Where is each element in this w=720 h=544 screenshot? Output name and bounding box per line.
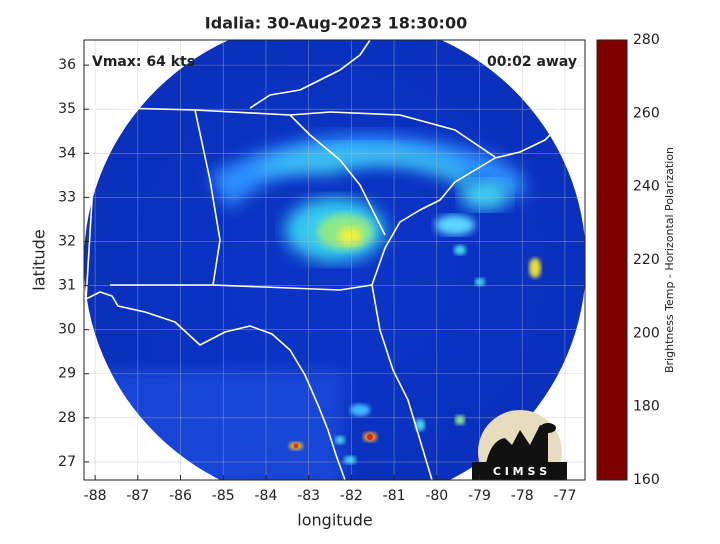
x-tick-label: -87 (126, 488, 149, 504)
x-tick-label: -78 (511, 488, 534, 504)
colorbar (596, 39, 628, 481)
x-tick-label: -84 (255, 488, 278, 504)
x-tick-label: -82 (340, 488, 363, 504)
x-axis-label: longitude (297, 511, 372, 530)
state-border (194, 109, 221, 286)
x-tick-label: -83 (297, 488, 320, 504)
x-tick-label: -81 (383, 488, 406, 504)
colorbar-tick-label: 160 (633, 472, 660, 488)
y-tick-label: 27 (58, 454, 76, 470)
annotation: Vmax: 64 kts (92, 54, 195, 70)
coastline (554, 40, 561, 126)
image (84, 40, 585, 480)
chart-title: Idalia: 30-Aug-2023 18:30:00 (205, 14, 467, 33)
y-tick-label: 31 (58, 278, 76, 294)
state-border (85, 106, 96, 301)
colorbar-tick-label: 200 (633, 325, 660, 341)
x-tick-label: -85 (212, 488, 235, 504)
y-tick-label: 35 (58, 101, 76, 117)
y-axis-label: latitude (30, 229, 49, 290)
annotation: 00:02 away (487, 54, 577, 70)
colorbar-tick-label: 260 (633, 105, 660, 121)
y-tick-label: 33 (58, 189, 76, 205)
state-border (289, 114, 386, 236)
logo (472, 410, 567, 480)
y-tick-label: 36 (58, 57, 76, 73)
y-tick-label: 34 (58, 145, 76, 161)
x-tick-label: -88 (84, 488, 107, 504)
colorbar-label: Brightness Temp - Horizontal Polarizatio… (663, 147, 676, 373)
state-border (249, 40, 371, 109)
plot-frame (83, 39, 586, 481)
state-border (110, 284, 373, 291)
y-tick-label: 30 (58, 322, 76, 338)
colorbar-tick-label: 220 (633, 252, 660, 268)
y-tick-label: 29 (58, 366, 76, 382)
y-tick-label: 32 (58, 233, 76, 249)
colorbar-tick-label: 280 (633, 32, 660, 48)
x-tick-label: -86 (169, 488, 192, 504)
x-tick-label: -79 (468, 488, 491, 504)
x-tick-label: -80 (425, 488, 448, 504)
coastline (371, 124, 561, 480)
logo-text: C I M S S (493, 465, 547, 478)
colorbar-tick-label: 180 (633, 399, 660, 415)
colorbar-tick-label: 240 (633, 179, 660, 195)
x-tick-label: -77 (553, 488, 576, 504)
y-tick-label: 28 (58, 410, 76, 426)
coastline (84, 291, 346, 480)
